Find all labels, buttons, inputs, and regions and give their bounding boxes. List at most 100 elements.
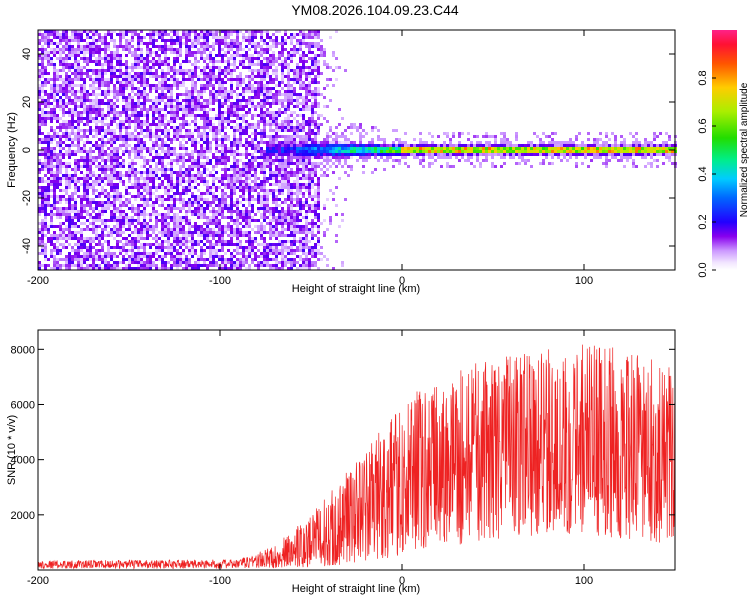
- spectrogram-cell: [212, 186, 215, 189]
- spectrogram-cell: [260, 33, 263, 36]
- spectrogram-cell: [113, 30, 116, 33]
- spectrogram-cell: [59, 108, 62, 111]
- spectrogram-cell: [71, 126, 74, 129]
- spectrogram-cell: [83, 195, 86, 198]
- spectrogram-cell: [86, 30, 89, 33]
- spectrogram-cell: [170, 111, 173, 114]
- spectrogram-cell: [44, 204, 47, 207]
- spectrogram-cell: [206, 84, 209, 87]
- spectrogram-cell: [230, 111, 233, 114]
- spectrogram-cell: [146, 234, 149, 237]
- spectrogram-cell: [83, 252, 86, 255]
- spectrogram-cell: [203, 180, 206, 183]
- spectrogram-cell: [158, 33, 161, 36]
- spectrogram-cell: [68, 48, 71, 51]
- spectrogram-cell: [242, 231, 245, 234]
- spectrogram-cell: [131, 231, 134, 234]
- spectrogram-cell: [185, 45, 188, 48]
- spectrogram-cell: [110, 210, 113, 213]
- spectrogram-cell: [128, 117, 131, 120]
- spectrogram-cell: [281, 258, 284, 261]
- spectrogram-cell: [71, 222, 74, 225]
- spectrogram-cell: [80, 72, 83, 75]
- spectrogram-cell: [140, 222, 143, 225]
- spectrogram-cell: [263, 126, 266, 129]
- spectrogram-cell: [209, 84, 212, 87]
- spectrogram-cell: [206, 138, 209, 141]
- spectrogram-cell: [128, 48, 131, 51]
- spectrogram-cell: [149, 60, 152, 63]
- spectrogram-cell: [74, 96, 77, 99]
- spectrogram-cell: [137, 219, 140, 222]
- spectrogram-cell: [86, 153, 89, 156]
- spectrogram-cell: [281, 213, 284, 216]
- spectrogram-cell: [50, 33, 53, 36]
- spectrogram-cell: [287, 78, 290, 81]
- spectrogram-cell: [50, 114, 53, 117]
- spectrogram-cell: [65, 132, 68, 135]
- spectrogram-cell: [107, 105, 110, 108]
- spectrogram-cell: [203, 243, 206, 246]
- spectrogram-cell: [41, 102, 44, 105]
- spectrogram-cell: [62, 39, 65, 42]
- spectrogram-cell: [188, 180, 191, 183]
- spectrogram-cell: [227, 117, 230, 120]
- spectrogram-cell: [137, 117, 140, 120]
- spectrogram-cell: [140, 210, 143, 213]
- spectrogram-cell: [263, 42, 266, 45]
- spectrogram-cell: [173, 111, 176, 114]
- spectrogram-cell: [236, 204, 239, 207]
- spectrogram-cell: [140, 81, 143, 84]
- spectrogram-cell: [107, 246, 110, 249]
- spectrogram-cell: [83, 57, 86, 60]
- spectrogram-cell: [278, 183, 281, 186]
- spectrogram-cell: [206, 150, 209, 153]
- spectrogram-cell: [272, 102, 275, 105]
- spectrogram-cell: [191, 246, 194, 249]
- spectrogram-cell: [197, 42, 200, 45]
- spectrogram-cell: [137, 36, 140, 39]
- spectrogram-cell: [164, 42, 167, 45]
- spectrogram-cell: [98, 75, 101, 78]
- spectrogram-cell: [293, 69, 296, 72]
- spectrogram-cell: [86, 57, 89, 60]
- spectrogram-cell: [209, 51, 212, 54]
- spectrogram-cell: [239, 210, 242, 213]
- spectrogram-cell: [149, 246, 152, 249]
- spectrogram-cell: [137, 132, 140, 135]
- spectrogram-cell: [119, 216, 122, 219]
- spectrogram-cell: [80, 99, 83, 102]
- spectrogram-cell: [125, 240, 128, 243]
- spectrogram-cell: [44, 117, 47, 120]
- spectrogram-cell: [62, 147, 65, 150]
- spectrogram-cell: [62, 90, 65, 93]
- spectrogram-cell: [260, 156, 263, 159]
- spectrogram-cell: [224, 60, 227, 63]
- spectrogram-cell: [47, 96, 50, 99]
- spectrogram-cell: [290, 171, 293, 174]
- spectrogram-cell: [146, 168, 149, 171]
- spectrogram-cell: [53, 174, 56, 177]
- spectrogram-cell: [77, 72, 80, 75]
- spectrogram-cell: [83, 132, 86, 135]
- spectrogram-cell: [167, 162, 170, 165]
- spectrogram-cell: [113, 102, 116, 105]
- spectrogram-cell: [206, 117, 209, 120]
- spectrogram-cell: [38, 168, 41, 171]
- spectrogram-cell: [125, 66, 128, 69]
- spectrogram-cell: [110, 231, 113, 234]
- spectrogram-cell: [215, 162, 218, 165]
- spectrogram-cell: [221, 231, 224, 234]
- spectrogram-cell: [98, 183, 101, 186]
- spectrogram-cell: [212, 231, 215, 234]
- spectrogram-cell: [143, 267, 146, 270]
- spectrogram-cell: [221, 102, 224, 105]
- spectrogram-cell: [233, 30, 236, 33]
- spectrogram-cell: [119, 156, 122, 159]
- spectrogram-cell: [80, 117, 83, 120]
- spectrogram-cell: [170, 84, 173, 87]
- spectrogram-cell: [140, 72, 143, 75]
- spectrogram-cell: [254, 114, 257, 117]
- spectrogram-cell: [80, 207, 83, 210]
- spectrogram-cell: [53, 246, 56, 249]
